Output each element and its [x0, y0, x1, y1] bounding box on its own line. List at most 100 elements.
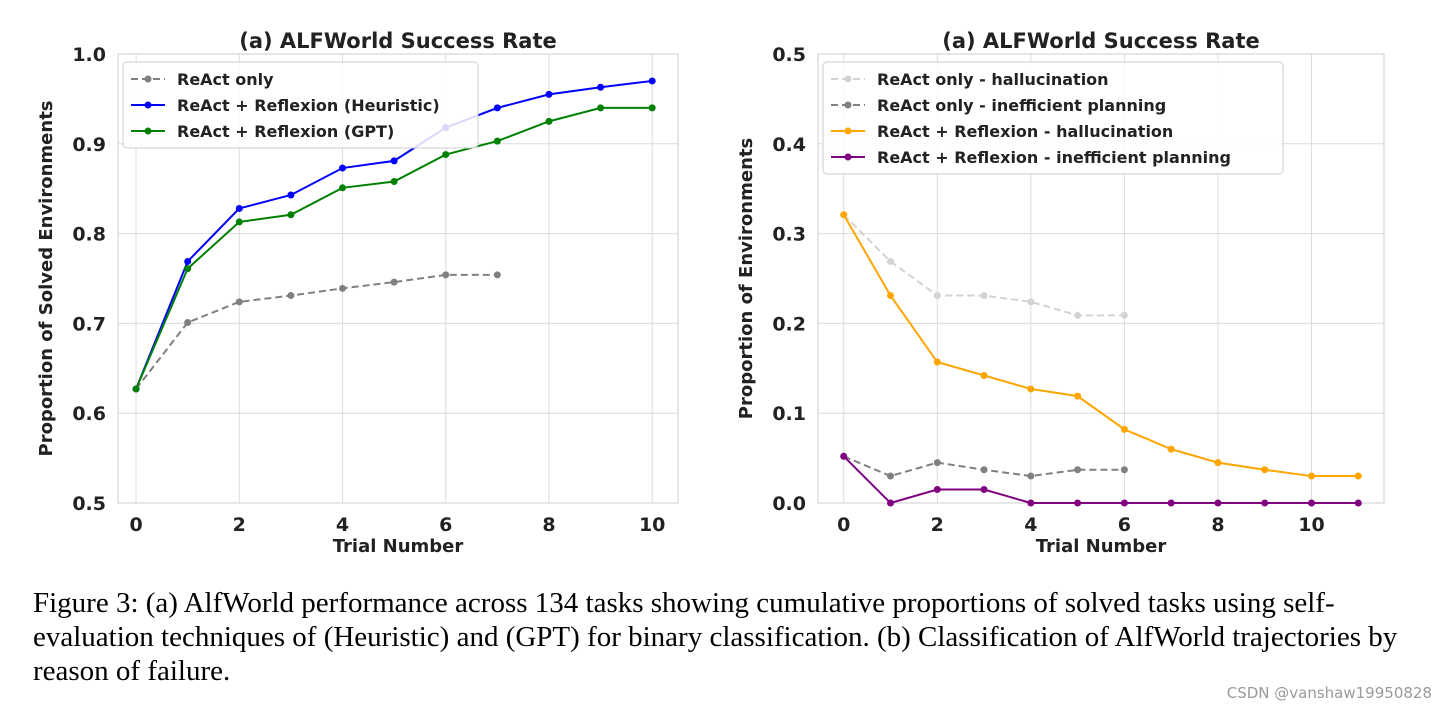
chart-title: (a) ALFWorld Success Rate	[239, 29, 557, 53]
legend-label: ReAct only - inefficient planning	[877, 96, 1166, 115]
data-point	[442, 271, 450, 279]
x-tick-label: 8	[1211, 514, 1224, 536]
data-point	[933, 486, 941, 494]
y-axis-label: Proportion of Solved Environments	[36, 100, 57, 456]
data-point	[235, 204, 243, 212]
x-tick-label: 10	[1298, 514, 1324, 536]
series-react-reflexion-heuristic-	[132, 77, 656, 393]
data-point	[1354, 472, 1362, 480]
data-point	[933, 292, 941, 300]
x-tick-label: 4	[336, 514, 349, 536]
data-point	[1167, 499, 1175, 507]
data-point	[339, 164, 347, 172]
data-point	[1354, 499, 1362, 507]
data-point	[287, 191, 295, 199]
data-point	[545, 117, 553, 125]
data-point	[1074, 311, 1082, 319]
data-point	[493, 137, 501, 145]
y-tick-label: 0.8	[72, 224, 106, 246]
data-point	[1261, 499, 1269, 507]
data-point	[1261, 466, 1269, 474]
data-point	[1027, 385, 1035, 393]
data-point	[1074, 499, 1082, 507]
data-point	[1214, 499, 1222, 507]
y-tick-label: 0.9	[72, 134, 106, 156]
data-point	[980, 486, 988, 494]
data-point	[235, 218, 243, 226]
legend-label: ReAct + Reflexion (Heuristic)	[177, 96, 440, 115]
data-point	[980, 466, 988, 474]
data-point	[1120, 425, 1128, 433]
y-tick-label: 0.5	[72, 493, 106, 515]
x-tick-label: 6	[439, 514, 452, 536]
legend-marker	[844, 75, 852, 83]
data-point	[980, 371, 988, 379]
legend-marker	[144, 75, 152, 83]
data-point	[442, 151, 450, 159]
data-point	[493, 104, 501, 112]
axes-frame	[117, 53, 679, 504]
data-point	[887, 257, 895, 265]
series-line	[135, 106, 653, 390]
series-react-reflexion-hallucination	[840, 211, 1362, 480]
x-tick-label: 8	[542, 514, 555, 536]
legend: ReAct only ReAct + Reflexion (Heuristic) R…	[122, 61, 479, 149]
data-point	[1167, 445, 1175, 453]
data-point	[648, 104, 656, 112]
data-point	[887, 292, 895, 300]
y-tick-label: 0.3	[772, 224, 806, 246]
x-tick-label: 0	[129, 514, 142, 536]
data-point	[545, 90, 553, 98]
legend-label: ReAct only - hallucination	[877, 70, 1109, 89]
data-point	[648, 77, 656, 85]
series-line	[842, 214, 1359, 478]
legend-label: ReAct + Reflexion - hallucination	[877, 122, 1173, 141]
legend-marker	[144, 127, 152, 135]
series-react-reflexion-gpt-	[132, 104, 656, 393]
y-tick-label: 1.0	[72, 44, 106, 66]
y-tick-label: 0.1	[772, 403, 806, 425]
data-point	[597, 83, 605, 91]
y-tick-label: 0.7	[72, 313, 106, 335]
series-react-reflexion-inefficient-planning	[840, 452, 1362, 507]
legend-label: ReAct only	[177, 70, 274, 89]
data-point	[980, 292, 988, 300]
data-point	[132, 385, 140, 393]
data-point	[1074, 466, 1082, 474]
chart-1: 0 2 4 6 8 10 0.0 0.1 0.2 0.3 0.4 0.5 (a) ALFWorld Su…	[736, 29, 1385, 557]
data-point	[1074, 392, 1082, 400]
legend-marker	[844, 127, 852, 135]
data-point	[933, 459, 941, 467]
chart-0: 0 2 4 6 8 10 0.5 0.6 0.7 0.8 0.9 1.0 (a) ALFWorld Su…	[36, 29, 679, 557]
legend-marker	[844, 101, 852, 109]
data-point	[1120, 311, 1128, 319]
data-point	[390, 157, 398, 165]
x-axis-label: Trial Number	[1036, 536, 1167, 557]
data-point	[339, 284, 347, 292]
data-point	[287, 211, 295, 219]
y-tick-label: 0.2	[772, 313, 806, 335]
series-line	[135, 273, 498, 390]
x-axis-label: Trial Number	[333, 536, 464, 557]
data-point	[887, 472, 895, 480]
y-tick-label: 0.4	[772, 134, 806, 156]
legend-box	[822, 61, 1284, 175]
series-react-only-hallucination	[840, 211, 1128, 319]
x-tick-label: 10	[639, 514, 665, 536]
data-point	[390, 278, 398, 286]
series-line	[843, 455, 1359, 505]
data-point	[287, 292, 295, 300]
watermark: CSDN @vanshaw19950828	[1226, 684, 1432, 702]
x-tick-label: 0	[837, 514, 850, 536]
figure-caption: Figure 3: (a) AlfWorld performance acros…	[33, 587, 1398, 687]
series-line	[843, 214, 1125, 317]
data-point	[1307, 499, 1315, 507]
data-point	[840, 211, 848, 219]
data-point	[1027, 298, 1035, 306]
y-tick-label: 0.5	[772, 44, 806, 66]
y-tick-label: 0.6	[72, 403, 106, 425]
data-point	[1214, 459, 1222, 467]
x-tick-label: 6	[1118, 514, 1131, 536]
data-point	[493, 271, 501, 279]
